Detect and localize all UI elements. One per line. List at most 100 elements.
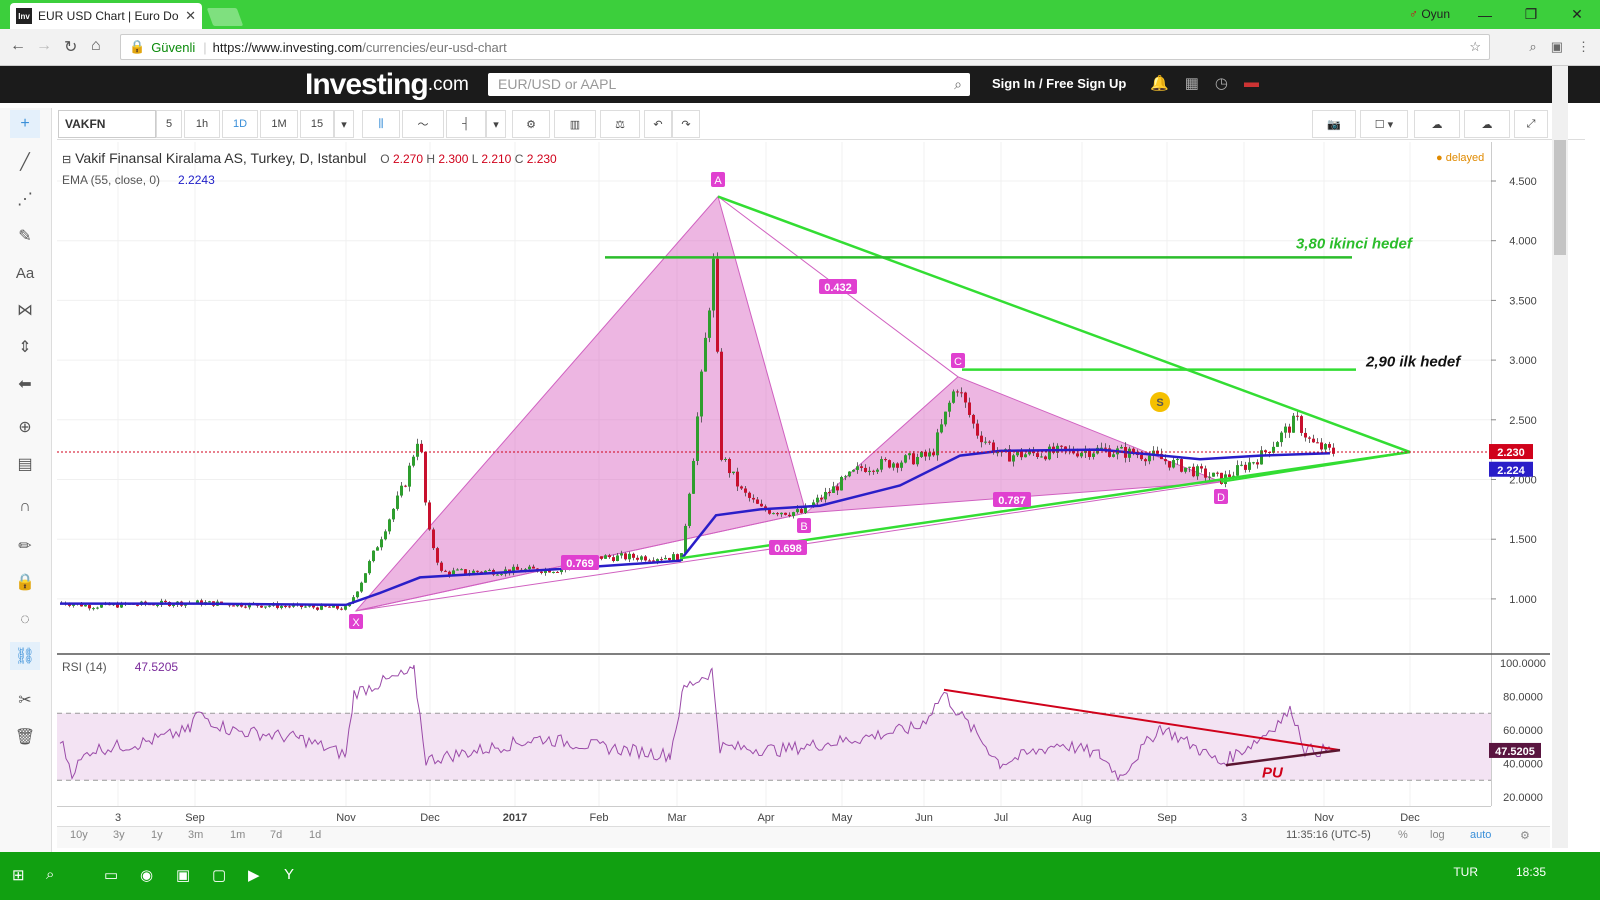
file-explorer-icon[interactable]: ▭ <box>104 867 119 884</box>
candle-body <box>448 571 451 576</box>
url-bar[interactable]: 🔒 Güvenli | https://www.investing.com/cu… <box>120 34 1490 60</box>
interval-5[interactable]: 5 <box>156 110 182 138</box>
text-tool-icon[interactable]: Aa <box>15 264 35 282</box>
redo-icon[interactable]: ↷ <box>672 110 700 138</box>
time-tick-label: 3 <box>1241 812 1247 824</box>
range-3m[interactable]: 3m <box>188 829 204 841</box>
link-icon[interactable]: ⛓ <box>10 642 40 670</box>
store-icon[interactable]: ▣ <box>176 867 191 884</box>
magnet-icon[interactable]: ∩ <box>19 498 31 515</box>
close-window-icon[interactable]: ✕ <box>1571 6 1583 22</box>
zoom-icon[interactable]: ⊕ <box>18 419 32 436</box>
clock[interactable]: 18:35 <box>1515 865 1546 879</box>
auto-toggle[interactable]: auto <box>1470 829 1492 841</box>
line-chart-icon[interactable]: 〜 <box>402 110 444 138</box>
cloud-upload-icon[interactable]: ☁ <box>1464 110 1510 138</box>
menu-icon[interactable]: ⋮ <box>1577 39 1590 54</box>
yandex-icon[interactable]: Y <box>284 866 295 883</box>
range-1d[interactable]: 1d <box>309 829 322 841</box>
site-search-input[interactable]: EUR/USD or AAPL ⌕ <box>488 73 970 96</box>
flag-icon[interactable]: ▬ <box>1243 74 1259 91</box>
site-logo[interactable]: Investing .com <box>305 67 469 101</box>
crosshair-icon[interactable]: + <box>10 110 40 138</box>
app-icon[interactable]: ▢ <box>212 867 227 884</box>
time-tick-label: Nov <box>1314 812 1334 824</box>
log-toggle[interactable]: log <box>1430 829 1445 841</box>
undo-icon[interactable]: ↶ <box>644 110 672 138</box>
compare-icon[interactable]: ⚖ <box>600 110 640 138</box>
eye-hide-icon[interactable]: ◌ <box>20 611 30 628</box>
interval-1h[interactable]: 1h <box>184 110 220 138</box>
ruler-icon[interactable]: ▤ <box>17 456 33 473</box>
measure-icon[interactable]: ⇕ <box>18 339 32 356</box>
chrome-icon[interactable]: ◉ <box>140 867 154 884</box>
bookmark-star-icon[interactable]: ☆ <box>1469 39 1481 54</box>
range-7d[interactable]: 7d <box>270 829 283 841</box>
brush-icon[interactable]: ✎ <box>18 228 32 245</box>
maximize-icon[interactable]: ❐ <box>1524 6 1538 22</box>
settings-gear-icon[interactable]: ⚙ <box>512 110 550 138</box>
trash-icon[interactable]: 🗑 <box>14 729 36 746</box>
candle-body <box>1312 438 1315 443</box>
page-scrollbar[interactable] <box>1552 66 1568 848</box>
minimize-icon[interactable]: — <box>1478 6 1492 23</box>
candles-icon[interactable]: ⫼ <box>362 110 400 138</box>
time-tick-label: Dec <box>420 812 440 824</box>
start-icon[interactable]: ⊞ <box>12 867 25 884</box>
arrow-back-icon[interactable]: ⬅ <box>18 376 32 393</box>
tools-icon[interactable]: ✂ <box>18 692 32 709</box>
scrollbar-thumb[interactable] <box>1554 140 1566 255</box>
cloud-download-icon[interactable]: ☁ <box>1414 110 1460 138</box>
range-3y[interactable]: 3y <box>113 829 125 841</box>
percent-toggle[interactable]: % <box>1398 829 1408 841</box>
rsi-legend[interactable]: RSI (14) 47.5205 <box>62 660 179 674</box>
bell-icon[interactable]: 🔔 <box>1150 75 1169 92</box>
range-1m[interactable]: 1m <box>230 829 246 841</box>
search-icon[interactable]: ⌕ <box>1529 39 1537 54</box>
signin-link[interactable]: Sign In / Free Sign Up <box>992 76 1127 91</box>
candle-body <box>540 571 543 573</box>
fullscreen-icon[interactable]: ⤢ <box>1514 110 1548 138</box>
language-indicator[interactable]: TUR <box>1453 865 1478 879</box>
search-icon[interactable]: ⌕ <box>46 866 55 883</box>
bars-icon[interactable]: ┤ <box>446 110 486 138</box>
candle-body <box>880 459 883 470</box>
interval-1m[interactable]: 1M <box>260 110 298 138</box>
range-10y[interactable]: 10y <box>70 829 88 841</box>
layout-icon[interactable]: ☐ ▾ <box>1360 110 1408 138</box>
interval-dropdown-icon[interactable]: ▾ <box>334 110 354 138</box>
lock-icon[interactable]: 🔒 <box>15 574 35 591</box>
chart-type-dropdown-icon[interactable]: ▾ <box>486 110 506 138</box>
trendline-icon[interactable]: ╱ <box>20 154 30 171</box>
candle-body <box>1228 474 1231 478</box>
media-icon[interactable]: ▶ <box>248 867 260 884</box>
snapshot-camera-icon[interactable]: 📷 <box>1312 110 1356 138</box>
candle-body <box>156 605 159 607</box>
ema-legend[interactable]: EMA (55, close, 0) 2.2243 <box>62 173 215 187</box>
range-1y[interactable]: 1y <box>151 829 163 841</box>
clock-icon[interactable]: ◷ <box>1214 75 1228 92</box>
collapse-icon[interactable]: ⊟ <box>62 154 72 166</box>
pattern-icon[interactable]: ⋈ <box>17 302 33 319</box>
time-axis[interactable] <box>57 806 1491 826</box>
symbol-input[interactable]: VAKFN <box>58 110 156 138</box>
close-tab-icon[interactable]: ✕ <box>185 8 196 23</box>
candle-body <box>1264 450 1267 452</box>
back-icon[interactable]: ← <box>10 37 26 54</box>
indicators-icon[interactable]: ▥ <box>554 110 596 138</box>
home-icon[interactable]: ⌂ <box>91 37 101 54</box>
pencil-icon[interactable]: ✏ <box>18 538 32 555</box>
forward-icon[interactable]: → <box>36 37 52 54</box>
browser-tab[interactable]: Inv EUR USD Chart | Euro Do ✕ <box>10 3 202 29</box>
reload-icon[interactable]: ↻ <box>64 39 78 56</box>
portfolio-icon[interactable]: ▦ <box>1184 75 1199 92</box>
fib-icon[interactable]: ⋰ <box>17 191 33 208</box>
candle-body <box>1140 454 1143 460</box>
user-profile[interactable]: ♂ Oyun <box>1408 7 1450 21</box>
interval-1d[interactable]: 1D <box>222 110 258 138</box>
interval-15[interactable]: 15 <box>300 110 334 138</box>
axis-settings-icon[interactable]: ⚙ <box>1520 830 1530 842</box>
candle-body <box>888 460 891 468</box>
extension-icon[interactable]: ▣ <box>1550 39 1563 54</box>
